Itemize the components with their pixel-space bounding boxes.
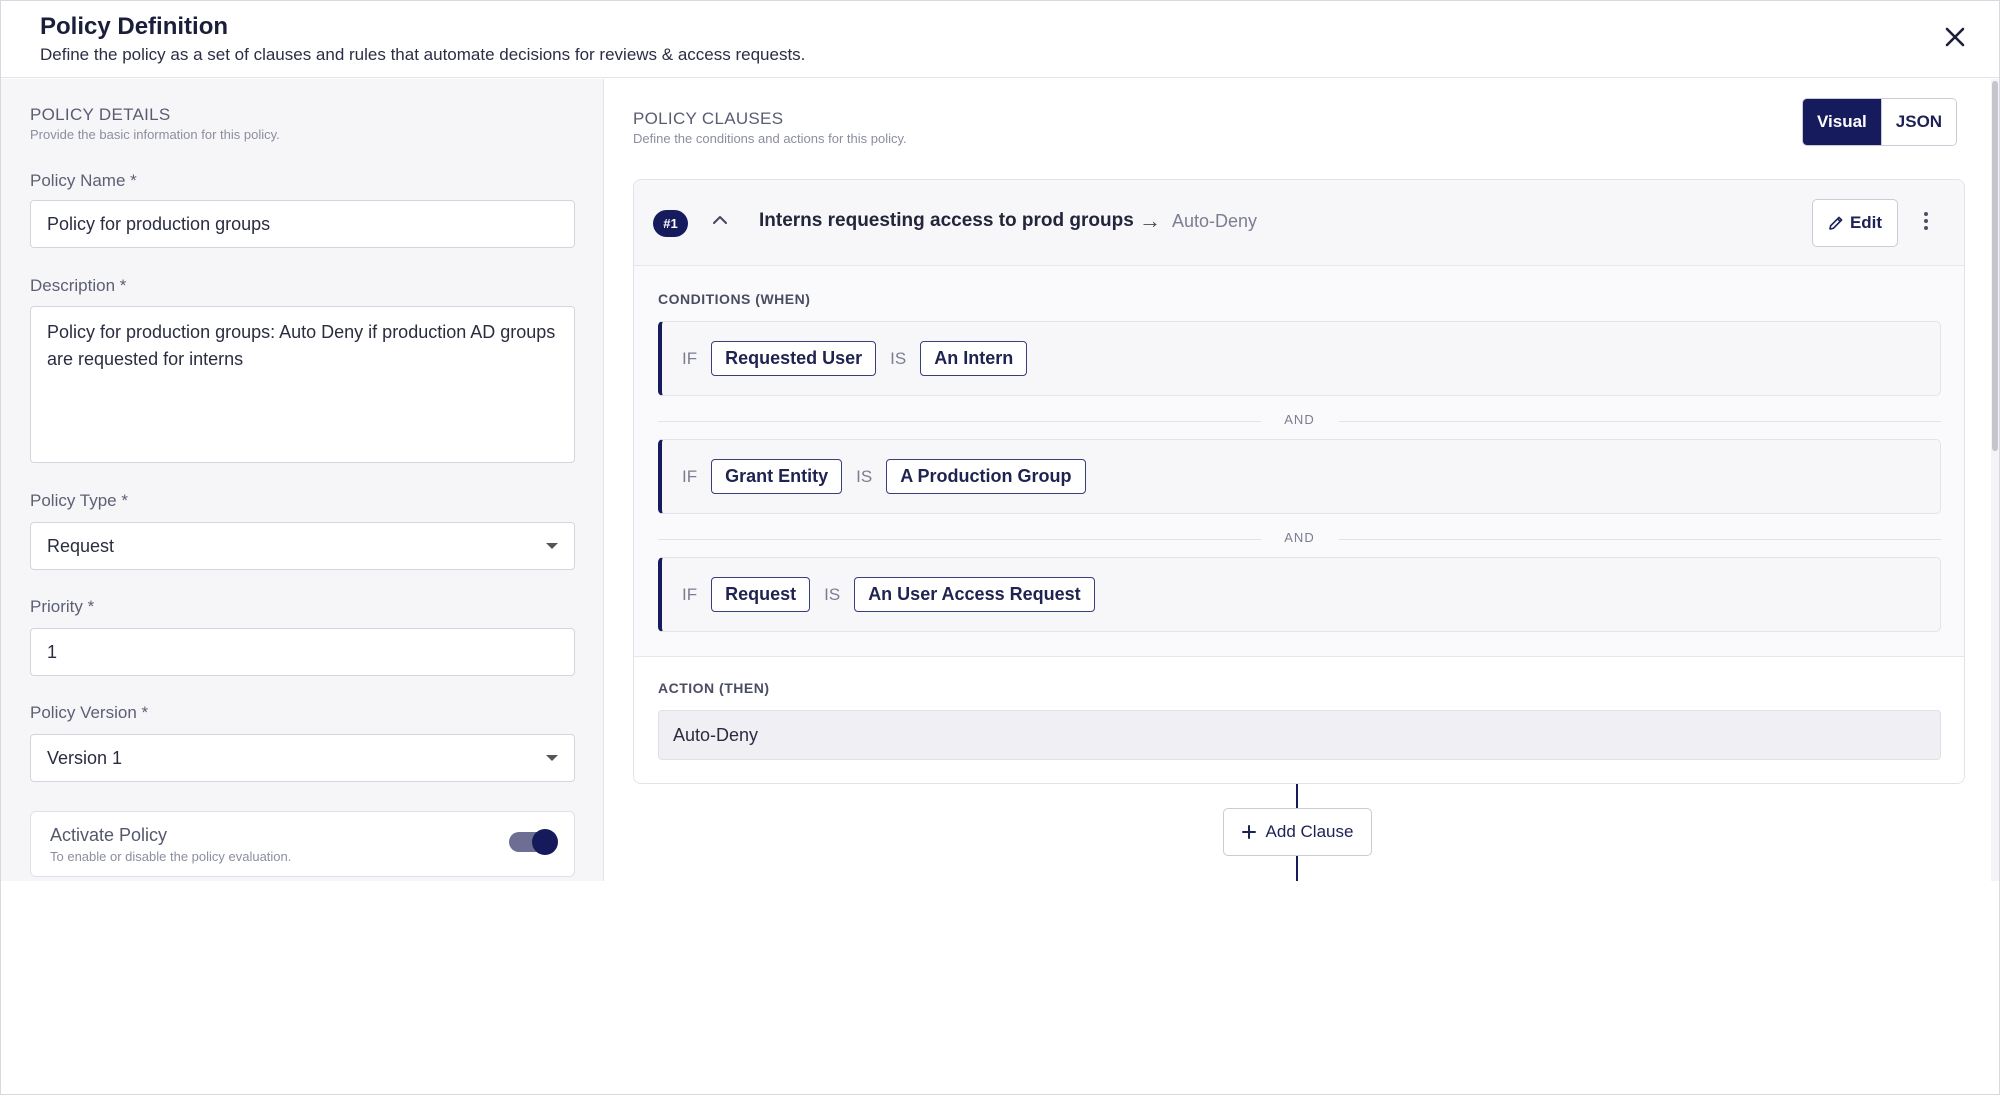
condition-subject-chip[interactable]: Requested User (711, 341, 877, 376)
if-keyword: IF (682, 348, 698, 368)
collapse-button[interactable] (712, 213, 728, 231)
toggle-knob (532, 829, 558, 855)
plus-icon (1241, 825, 1256, 839)
clause-card: #1 Interns requesting access to prod gro… (633, 179, 1965, 784)
condition-value-chip[interactable]: An User Access Request (854, 577, 1095, 612)
visual-tab[interactable]: Visual (1803, 99, 1881, 145)
condition-value-chip[interactable]: An Intern (920, 341, 1028, 376)
operator-keyword: IS (824, 584, 841, 604)
condition-row: IF Requested User IS An Intern (658, 321, 1941, 396)
section-title: POLICY CLAUSES (633, 109, 784, 128)
add-clause-button[interactable]: Add Clause (1223, 808, 1372, 856)
operator-keyword: IS (856, 466, 873, 486)
edit-clause-button[interactable]: Edit (1812, 199, 1898, 247)
scrollbar[interactable] (1991, 79, 1999, 881)
clause-number-badge: #1 (653, 210, 688, 237)
section-title: POLICY DETAILS (30, 105, 171, 124)
policy-clauses-header: POLICY CLAUSES Define the conditions and… (633, 109, 907, 146)
connector-line (1296, 784, 1298, 808)
action-value: Auto-Deny (673, 724, 759, 745)
pencil-icon (1829, 216, 1843, 230)
activate-policy-toggle[interactable] (509, 829, 558, 855)
policy-details-panel: POLICY DETAILS Provide the basic informa… (1, 79, 604, 881)
policy-name-label: Policy Name * (30, 171, 137, 190)
section-subtitle: Provide the basic information for this p… (30, 127, 280, 142)
and-label: AND (1284, 412, 1315, 427)
connector-line (1296, 856, 1298, 881)
priority-value: 1 (47, 641, 58, 662)
policy-details-header: POLICY DETAILS Provide the basic informa… (30, 105, 280, 142)
action-section: ACTION (THEN) Auto-Deny (634, 656, 1964, 783)
condition-row: IF Request IS An User Access Request (658, 557, 1941, 632)
dialog-title: Policy Definition (40, 13, 229, 40)
action-value-field[interactable]: Auto-Deny (658, 710, 1941, 760)
policy-clauses-panel: POLICY CLAUSES Define the conditions and… (605, 79, 1999, 881)
clause-header: #1 Interns requesting access to prod gro… (634, 180, 1964, 266)
and-label: AND (1284, 530, 1315, 545)
if-keyword: IF (682, 584, 698, 604)
description-value: Policy for production groups: Auto Deny … (47, 322, 556, 369)
operator-keyword: IS (890, 348, 907, 368)
priority-input[interactable]: 1 (30, 628, 575, 676)
activate-policy-card: Activate Policy To enable or disable the… (30, 811, 575, 877)
clause-title: Interns requesting access to prod groups (759, 210, 1134, 231)
add-clause-label: Add Clause (1265, 822, 1354, 841)
condition-row: IF Grant Entity IS A Production Group (658, 439, 1941, 514)
edit-label: Edit (1849, 213, 1883, 232)
conditions-label: CONDITIONS (WHEN) (658, 291, 811, 307)
and-separator: AND (658, 411, 1941, 431)
dialog-subtitle: Define the policy as a set of clauses an… (40, 45, 806, 64)
policy-name-input[interactable]: Policy for production groups (30, 200, 575, 248)
policy-version-select[interactable]: Version 1 (30, 734, 575, 782)
policy-name-value: Policy for production groups (47, 213, 271, 234)
condition-subject-chip[interactable]: Request (711, 577, 811, 612)
dialog-header: Policy Definition Define the policy as a… (1, 1, 1999, 78)
action-label: ACTION (THEN) (658, 680, 770, 696)
description-label: Description * (30, 276, 127, 295)
priority-label: Priority * (30, 597, 95, 616)
condition-value-chip[interactable]: A Production Group (886, 459, 1086, 494)
policy-version-label: Policy Version * (30, 703, 149, 722)
caret-down-icon (546, 543, 558, 549)
json-tab[interactable]: JSON (1880, 99, 1957, 145)
and-separator: AND (658, 529, 1941, 549)
close-icon (1945, 27, 1965, 47)
policy-version-value: Version 1 (47, 747, 123, 768)
caret-down-icon (546, 755, 558, 761)
view-toggle: Visual JSON (1802, 98, 1958, 146)
close-button[interactable] (1941, 23, 1969, 51)
policy-type-value: Request (47, 535, 115, 556)
activate-policy-subtitle: To enable or disable the policy evaluati… (50, 849, 292, 864)
if-keyword: IF (682, 466, 698, 486)
chevron-up-icon (713, 216, 727, 224)
clause-action-summary: Auto-Deny (1172, 211, 1258, 231)
more-options-icon[interactable] (1917, 209, 1935, 237)
activate-policy-title: Activate Policy (50, 825, 168, 845)
scrollbar-thumb[interactable] (1992, 81, 1998, 451)
description-textarea[interactable]: Policy for production groups: Auto Deny … (30, 306, 575, 463)
arrow-right-icon: → (1139, 208, 1161, 233)
policy-type-label: Policy Type * (30, 491, 128, 510)
policy-type-select[interactable]: Request (30, 522, 575, 570)
section-subtitle: Define the conditions and actions for th… (633, 131, 907, 146)
condition-subject-chip[interactable]: Grant Entity (711, 459, 843, 494)
